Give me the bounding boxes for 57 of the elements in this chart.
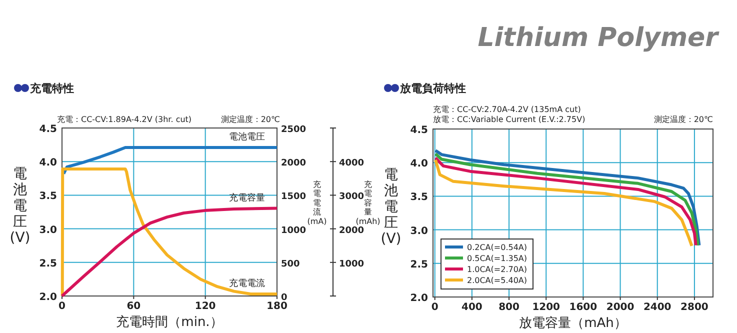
series-label: 充電容量 [229, 192, 265, 204]
text: 測定温度：20℃ [654, 115, 714, 124]
x-tick-label: 2000 [606, 302, 634, 313]
x-tick-label: 120 [194, 301, 216, 312]
legend-label: 0.2CA(=0.54A) [467, 243, 528, 252]
y-tick-label: 3.5 [410, 192, 428, 204]
line-series [60, 167, 278, 298]
y-tick-label: 4.5 [410, 125, 428, 136]
y-tick-label: 3.5 [39, 191, 58, 202]
y-tick-label: 3.0 [410, 226, 428, 237]
y2-axis-title: 充電電流(mA) [307, 180, 327, 226]
x-tick-label: 1600 [569, 302, 598, 313]
y-tick-label: 4.0 [410, 158, 428, 170]
x-tick-label: 0 [58, 301, 66, 312]
x-tick-label: 60 [126, 301, 141, 312]
x-tick-label: 400 [462, 302, 482, 313]
y-tick-label: 2.0 [39, 292, 58, 303]
y3-tick-label: 1000 [339, 259, 364, 270]
y-tick-label: 2.5 [39, 258, 58, 270]
y2-tick-label: 2500 [281, 125, 306, 135]
text: 測定温度：20℃ [220, 115, 280, 124]
x-tick-label: 800 [498, 302, 520, 313]
x-tick-label: 0 [431, 302, 438, 313]
series-label: 充電電流 [229, 278, 265, 289]
x-tick-label: 2400 [643, 302, 672, 313]
y2-tick-label: 1500 [281, 192, 306, 202]
line-series [60, 206, 278, 298]
x-tick-label: 180 [266, 301, 288, 312]
y-tick-label: 2.0 [410, 293, 428, 304]
line-series [62, 146, 278, 176]
text: 放電：CC:Variable Current (E.V.:2.75V) [433, 115, 586, 124]
y-axis-title: 電池電圧(V) [380, 166, 402, 248]
y-axis-title: 電池電圧(V) [10, 166, 30, 246]
text: Lithium Polymer [478, 23, 720, 53]
chart-title: 充電特性 [29, 82, 74, 95]
y-tick-label: 2.5 [410, 259, 428, 270]
x-tick-label: 1200 [532, 302, 560, 313]
y2-tick-label: 0 [281, 293, 288, 303]
chart-title: 放電負荷特性 [399, 82, 466, 95]
y3-tick-label: 4000 [339, 158, 364, 169]
y-tick-label: 3.0 [39, 224, 58, 236]
y2-tick-label: 2000 [281, 158, 306, 169]
y-tick-label: 4.0 [39, 158, 58, 169]
series-label: 電池電圧 [229, 131, 265, 142]
text: 充電：CC-CV:2.70A-4.2V (135mA cut) [433, 105, 581, 114]
y-tick-label: 4.5 [39, 124, 58, 135]
legend-label: 1.0CA(=2.70A) [467, 265, 528, 274]
text: 充電：CC-CV:1.89A-4.2V (3hr. cut) [57, 115, 192, 124]
y2-tick-label: 500 [281, 259, 300, 270]
y2-tick-label: 1000 [281, 226, 306, 236]
x-axis-title: 充電時間（min.） [116, 315, 223, 330]
legend-label: 0.5CA(=1.35A) [467, 254, 528, 263]
y3-tick-label: 2000 [339, 226, 364, 236]
legend-label: 2.0CA(=5.40A) [467, 276, 528, 285]
x-axis-title: 放電容量（mAh） [519, 315, 627, 331]
y3-tick-label: 3000 [339, 192, 364, 202]
x-tick-label: 2800 [680, 302, 708, 313]
